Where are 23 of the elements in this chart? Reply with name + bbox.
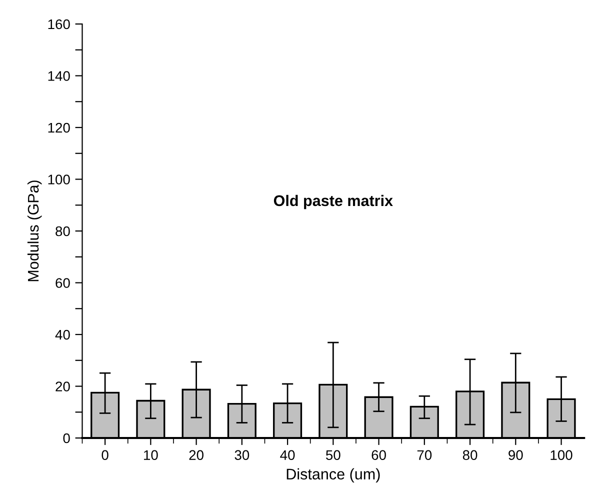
y-tick-label: 160 <box>48 19 70 30</box>
x-tick-label: 20 <box>189 450 204 460</box>
x-tick-label: 80 <box>462 450 478 460</box>
x-tick-label: 40 <box>280 450 295 460</box>
y-tick-label: 0 <box>63 433 70 444</box>
x-axis-title: Distance (um) <box>286 468 380 483</box>
y-tick-label: 40 <box>55 330 70 340</box>
y-tick-label: 120 <box>48 122 70 133</box>
y-tick-label: 20 <box>56 382 70 392</box>
annotation: Old paste matrix <box>274 194 393 210</box>
x-tick-label: 90 <box>508 450 523 460</box>
x-tick-label: 10 <box>144 450 158 460</box>
y-axis-title: Modulus (GPa) <box>27 180 42 282</box>
x-tick-label: 30 <box>234 450 250 460</box>
x-tick-label: 100 <box>550 450 572 460</box>
x-tick-label: 0 <box>102 450 108 460</box>
x-tick-label: 60 <box>372 450 386 460</box>
y-tick-label: 60 <box>56 278 70 288</box>
y-tick-label: 80 <box>56 226 70 236</box>
x-tick-label: 70 <box>417 450 432 460</box>
x-tick-label: 50 <box>326 450 340 460</box>
y-tick-label: 100 <box>48 174 70 184</box>
y-tick-label: 140 <box>48 71 70 81</box>
